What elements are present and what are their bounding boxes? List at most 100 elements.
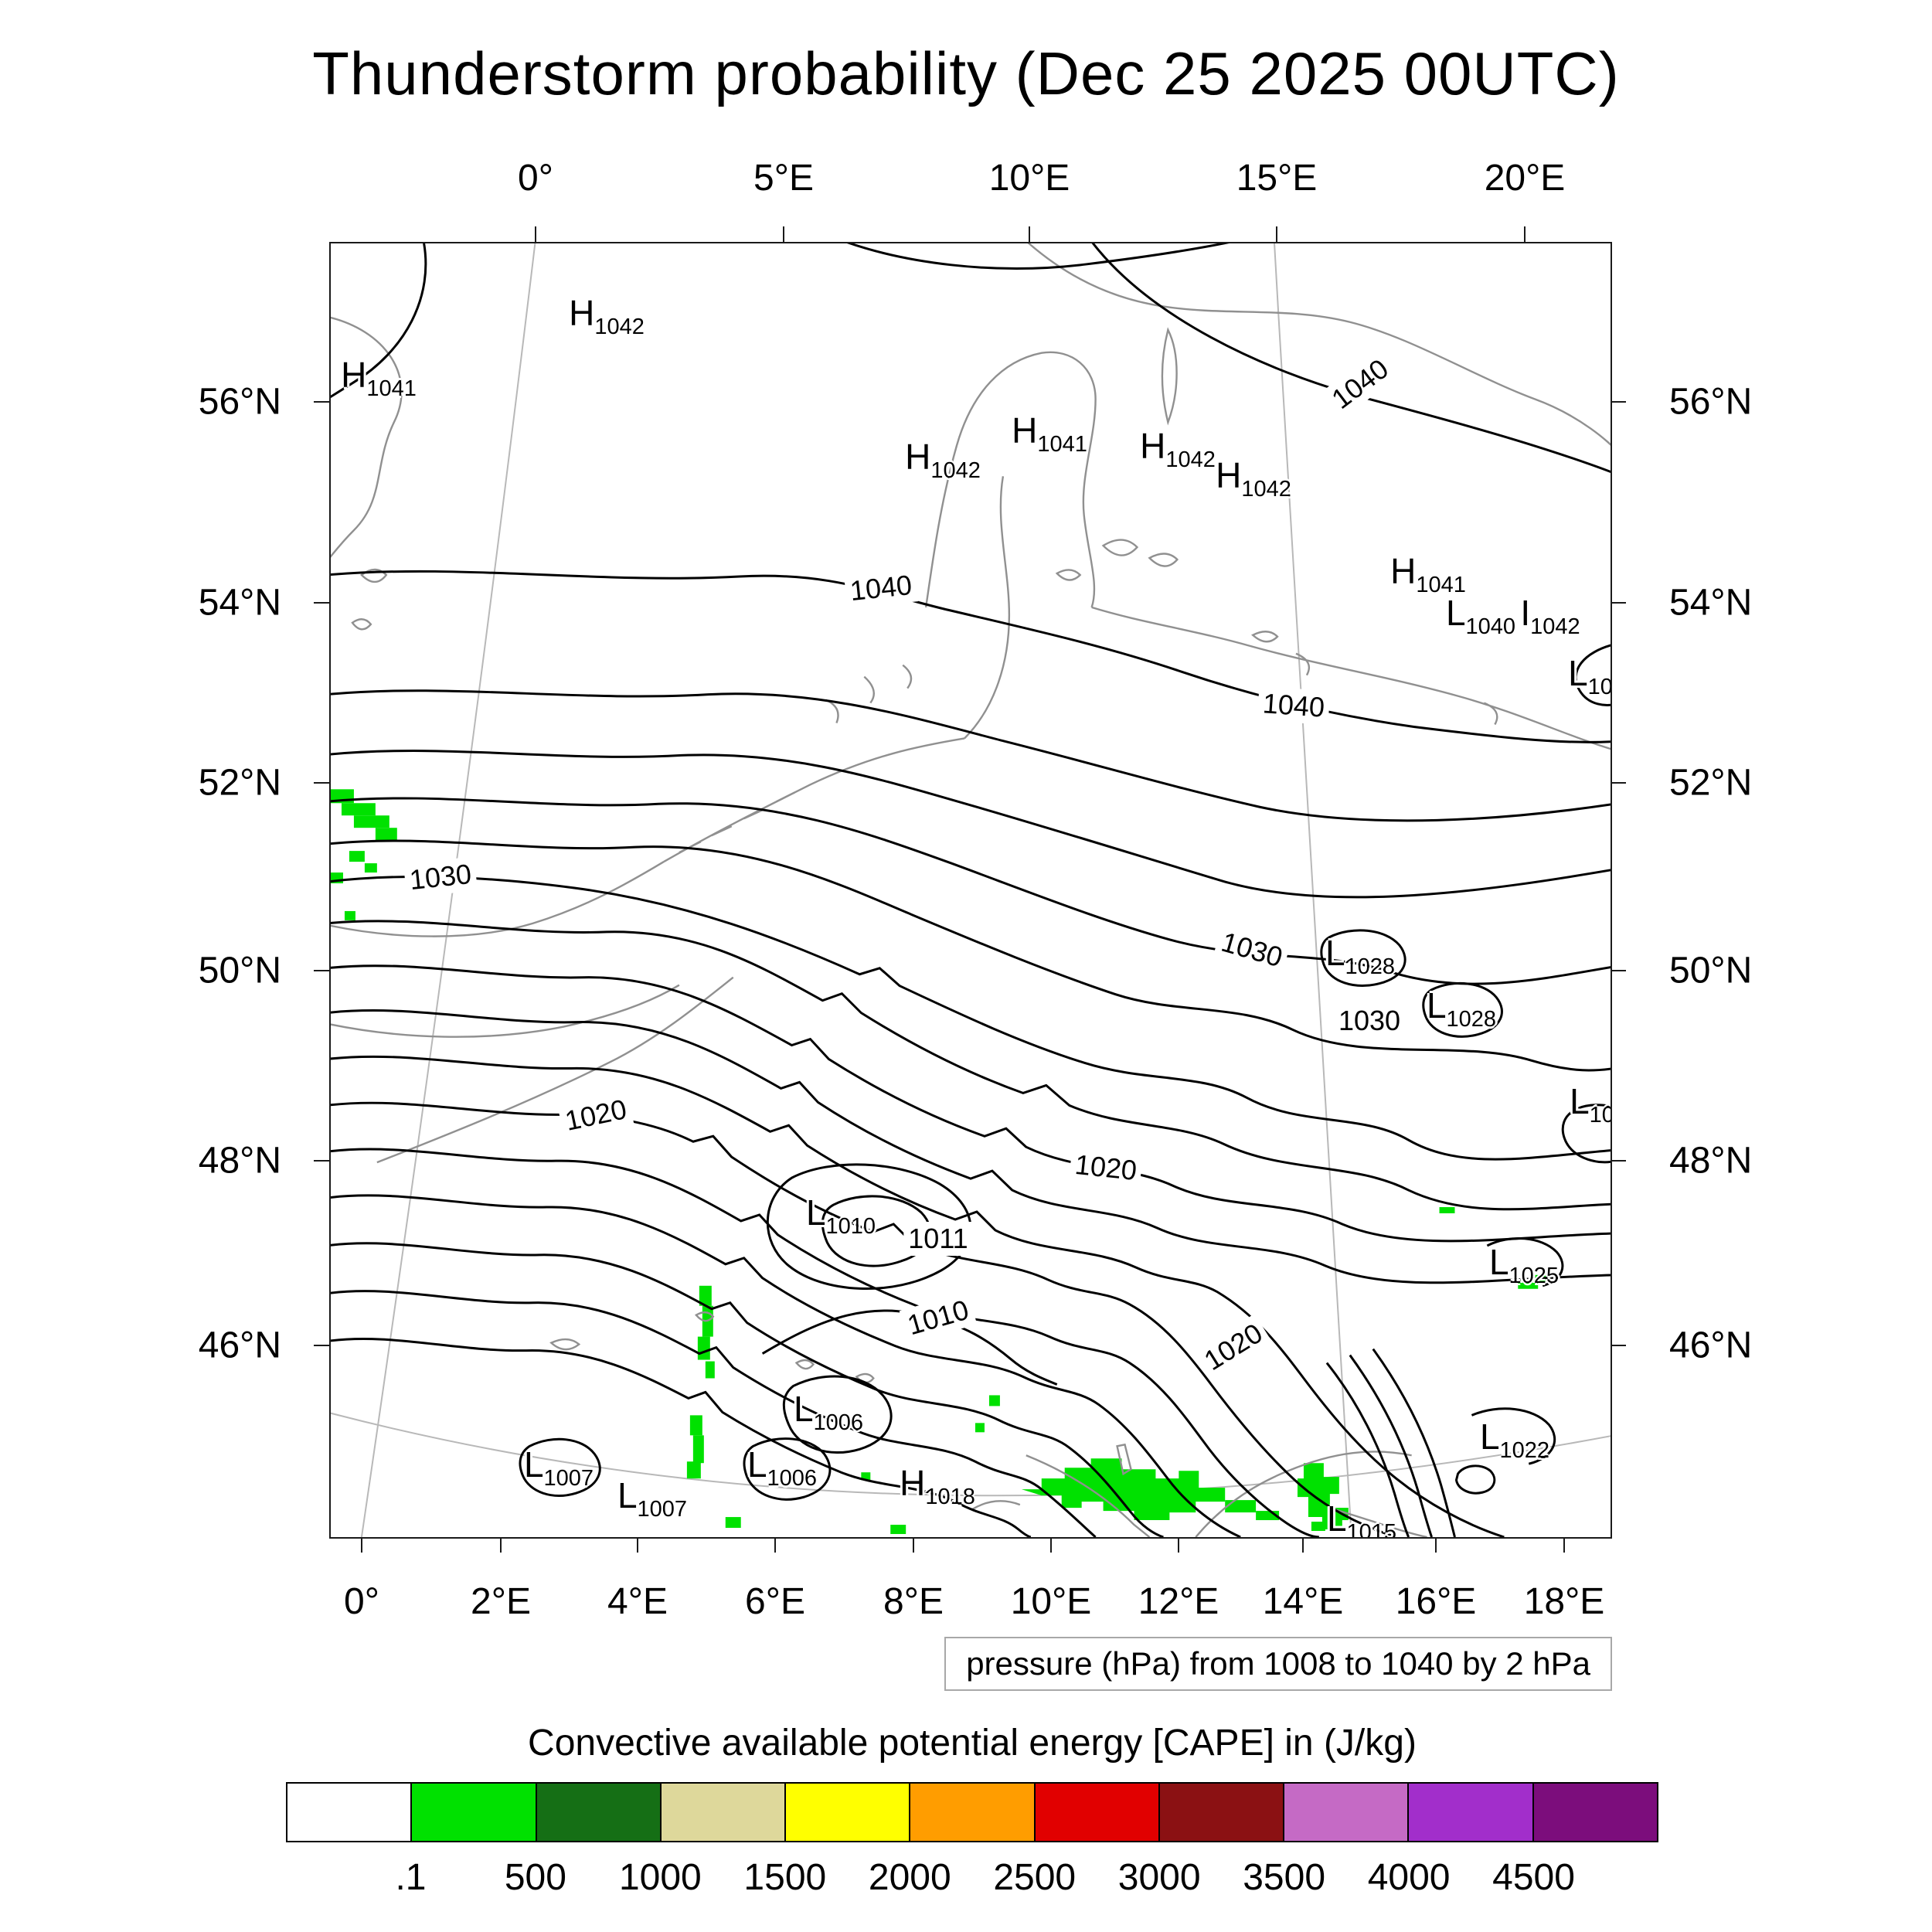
pressure-center-letter: L <box>747 1444 767 1485</box>
colorbar-tick-label: 2500 <box>993 1857 1077 1898</box>
pressure-center-value: 1042 <box>930 458 981 483</box>
axis-tick-bottom <box>1302 1537 1304 1553</box>
pressure-center-value: 1041 <box>1037 432 1087 457</box>
colorbar-tick-label: 4500 <box>1492 1857 1575 1898</box>
pressure-center-value: 1042 <box>594 315 645 339</box>
axis-tick-top <box>1524 226 1526 242</box>
colorbar-cell <box>1158 1782 1285 1842</box>
colorbar-tick-label: 1500 <box>743 1857 827 1898</box>
axis-label-right: 54°N <box>1669 582 1753 624</box>
axis-tick-top <box>783 226 784 242</box>
pressure-center-letter: H <box>1012 410 1038 451</box>
pressure-center-low: L10 <box>1568 652 1611 699</box>
axis-tick-left <box>314 1160 329 1162</box>
pressure-center-value: 10 <box>1589 1103 1611 1128</box>
axis-label-left: 56°N <box>198 381 281 423</box>
isobar-label: 1020 <box>1068 1147 1144 1189</box>
pressure-center-letter: L <box>1479 1417 1500 1457</box>
colorbar-cell <box>410 1782 537 1842</box>
axis-tick-bottom <box>1435 1537 1437 1553</box>
colorbar-tick-label: .1 <box>395 1857 427 1898</box>
pressure-center-high: H1041 <box>1390 550 1466 597</box>
pressure-center-value: 1015 <box>1346 1520 1397 1537</box>
axis-label-bottom: 12°E <box>1138 1581 1219 1622</box>
pressure-center-value: 1042 <box>1530 614 1580 639</box>
pressure-center-value: 1018 <box>925 1485 975 1509</box>
map-frame: H1042 H1041 H1042 H1041 H1042 H1042 H1041 L1040… <box>199 158 1753 1622</box>
axis-tick-bottom <box>500 1537 502 1553</box>
isobar-label: 1011 <box>903 1222 973 1256</box>
pressure-center-low: L1028 <box>1426 985 1496 1032</box>
colorbar-cell <box>784 1782 911 1842</box>
axis-label-bottom: 4°E <box>607 1581 668 1622</box>
pressure-center-letter: L <box>1426 985 1447 1026</box>
axis-label-bottom: 8°E <box>883 1581 944 1622</box>
axis-label-right: 56°N <box>1669 381 1753 423</box>
pressure-center-letter: H <box>1216 455 1242 495</box>
colorbar-tick-label: 4000 <box>1367 1857 1451 1898</box>
pressure-center-letter: H <box>1390 551 1417 591</box>
cape-colorbar <box>286 1782 1658 1842</box>
axis-label-left: 46°N <box>198 1325 281 1366</box>
colorbar-tick-label: 2000 <box>868 1857 951 1898</box>
colorbar-cell <box>1532 1782 1658 1842</box>
pressure-center-letter: H <box>905 437 931 477</box>
pressure-center-low: L10 <box>1570 1080 1611 1128</box>
pressure-center-value: 1041 <box>1416 573 1466 597</box>
axis-label-right: 50°N <box>1669 950 1753 992</box>
axis-label-bottom: 2°E <box>471 1581 531 1622</box>
colorbar-cell <box>909 1782 1036 1842</box>
colorbar-cell <box>1283 1782 1410 1842</box>
colorbar-cell <box>535 1782 662 1842</box>
pressure-center-value: 1041 <box>366 376 417 401</box>
pressure-center-low: L1006 <box>747 1444 817 1491</box>
axis-tick-bottom <box>1050 1537 1052 1553</box>
pressure-center-letter: I <box>1520 593 1531 633</box>
pressure-center-low: L1006 <box>794 1388 863 1435</box>
pressure-center-value: 1006 <box>813 1410 864 1435</box>
axis-tick-right <box>1611 1345 1626 1346</box>
axis-tick-bottom <box>637 1537 638 1553</box>
pressure-center-letter: H <box>569 293 595 333</box>
colorbar-cell <box>1033 1782 1160 1842</box>
axis-label-left: 48°N <box>198 1140 281 1182</box>
pressure-center-letter: H <box>1140 426 1166 466</box>
pressure-center-value: 1042 <box>1241 477 1291 502</box>
pressure-center-high: H1041 <box>341 354 417 401</box>
axis-tick-left <box>314 1345 329 1346</box>
axis-label-bottom: 16°E <box>1395 1581 1477 1622</box>
axis-label-left: 52°N <box>198 762 281 804</box>
pressure-center-high: H1042 <box>1216 454 1291 502</box>
pressure-center-low: L1015 <box>1327 1498 1396 1537</box>
pressure-center-value: 1040 <box>1465 614 1516 639</box>
cape-shading <box>331 789 1546 1535</box>
axis-label-right: 52°N <box>1669 762 1753 804</box>
pressure-center-value: 1007 <box>637 1497 688 1522</box>
pressure-center-high: H1018 <box>900 1462 975 1509</box>
colorbar-tick-label: 1000 <box>618 1857 702 1898</box>
pressure-center-low: L1028 <box>1325 932 1395 979</box>
axis-tick-top <box>1276 226 1277 242</box>
pressure-center-high: H1042 <box>1140 425 1216 472</box>
axis-tick-right <box>1611 602 1626 604</box>
axis-tick-top <box>1029 226 1030 242</box>
colorbar-tick-label: 500 <box>504 1857 566 1898</box>
pressure-center-value: 1006 <box>767 1466 818 1491</box>
pressure-center-letter: L <box>805 1192 826 1233</box>
pressure-center-high: H1042 <box>905 436 981 483</box>
pressure-center-low: L1022 <box>1479 1416 1549 1463</box>
axis-tick-bottom <box>1178 1537 1179 1553</box>
contour-map-svg <box>331 243 1611 1537</box>
axis-tick-right <box>1611 970 1626 971</box>
map-plot: H1042 H1041 H1042 H1041 H1042 H1042 H1041 L1040… <box>331 243 1611 1537</box>
axis-tick-right <box>1611 401 1626 403</box>
axis-tick-top <box>535 226 536 242</box>
axis-label-bottom: 0° <box>344 1581 379 1622</box>
coastlines <box>331 243 1611 1537</box>
pressure-center-letter: L <box>617 1475 638 1515</box>
pressure-center-value: 1022 <box>1499 1438 1550 1463</box>
pressure-center-letter: H <box>341 355 367 395</box>
axis-label-top: 5°E <box>753 158 814 199</box>
axis-label-top: 0° <box>518 158 553 199</box>
